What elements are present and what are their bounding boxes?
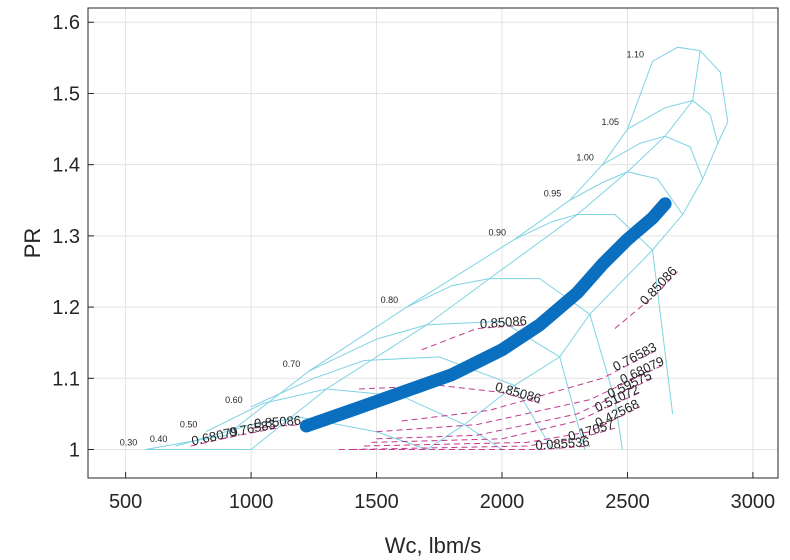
speed-line-label: 0.30 (120, 438, 138, 448)
speed-line-label: 0.60 (225, 395, 243, 405)
speed-line-label: 0.80 (381, 295, 399, 305)
x-tick-label: 1500 (354, 491, 399, 513)
y-tick-label: 1.6 (52, 12, 80, 34)
y-axis-label: PR (20, 228, 45, 259)
speed-line-label: 1.05 (601, 117, 619, 127)
speed-line (175, 416, 427, 450)
y-tick-label: 1.4 (52, 155, 80, 177)
efficiency-contour (401, 349, 658, 422)
x-tick-label: 3000 (731, 491, 776, 513)
x-tick-label: 500 (109, 491, 142, 513)
speed-line (514, 214, 674, 414)
speed-line (205, 388, 503, 450)
efficiency-contour (190, 434, 239, 447)
x-axis-label: Wc, lbm/s (385, 533, 482, 558)
speed-line-label: 0.40 (150, 434, 168, 444)
speed-line-label: 0.95 (544, 188, 562, 198)
constant-beta-line (145, 61, 653, 450)
speed-line (250, 356, 553, 450)
efficiency-contour-label: 0.085536 (535, 434, 590, 453)
efficiency-contour (421, 324, 528, 351)
efficiency-contour (363, 406, 641, 447)
operating-line-group (299, 197, 672, 433)
speed-line-label: 0.90 (489, 227, 507, 237)
efficiency-contour (251, 424, 302, 429)
constant-beta-line (426, 121, 729, 450)
efficiency-contour (371, 392, 641, 443)
speed-line (406, 278, 623, 450)
x-tick-label: 2500 (605, 491, 650, 513)
y-tick-label: 1.1 (52, 368, 80, 390)
grid (88, 8, 778, 478)
y-tick-label: 1 (69, 440, 80, 462)
x-tick-label: 1000 (229, 491, 274, 513)
y-tick-label: 1.5 (52, 83, 80, 105)
speed-line-label: 1.00 (576, 153, 594, 163)
efficiency-contour (376, 363, 666, 433)
efficiency-contour (376, 377, 653, 440)
efficiency-contour (614, 271, 678, 329)
efficiency-contour (338, 445, 590, 450)
speed-line (308, 320, 586, 450)
speed-line-label: 0.70 (283, 359, 301, 369)
efficiency-contour (351, 427, 616, 450)
speed-line-label: 0.50 (180, 420, 198, 430)
ticks: 500 1000 1500 2000 2500 3000 1 1.1 1.2 1.3 1.4 1.5 1… (52, 12, 775, 513)
x-tick-label: 2000 (480, 491, 525, 513)
y-tick-label: 1.3 (52, 226, 80, 248)
constant-beta-lines (145, 50, 729, 450)
y-tick-label: 1.2 (52, 297, 80, 319)
constant-beta-line (250, 50, 701, 450)
axes-frame (87, 7, 779, 479)
speed-line-label: 1.10 (627, 49, 645, 59)
efficiency-contour-label: 0.85086 (254, 413, 302, 431)
efficiency-contour-label: 0.85086 (479, 313, 527, 331)
operating-line (299, 197, 672, 433)
